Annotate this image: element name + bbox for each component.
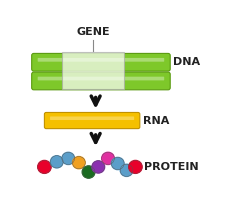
FancyBboxPatch shape — [32, 53, 170, 71]
Circle shape — [91, 161, 104, 173]
Text: RNA: RNA — [143, 116, 169, 126]
FancyBboxPatch shape — [37, 77, 163, 80]
Circle shape — [82, 166, 94, 178]
FancyBboxPatch shape — [37, 58, 163, 62]
Circle shape — [50, 156, 63, 168]
FancyBboxPatch shape — [50, 116, 133, 120]
Text: GENE: GENE — [76, 27, 109, 37]
FancyBboxPatch shape — [44, 112, 139, 129]
FancyBboxPatch shape — [32, 72, 170, 90]
Circle shape — [120, 164, 132, 176]
Text: PROTEIN: PROTEIN — [144, 162, 198, 172]
Circle shape — [101, 152, 114, 164]
Circle shape — [37, 160, 51, 173]
Circle shape — [62, 152, 74, 164]
Circle shape — [72, 156, 85, 169]
Text: DNA: DNA — [173, 57, 200, 67]
Bar — [62, 52, 123, 90]
Circle shape — [128, 160, 141, 173]
Circle shape — [111, 157, 123, 170]
